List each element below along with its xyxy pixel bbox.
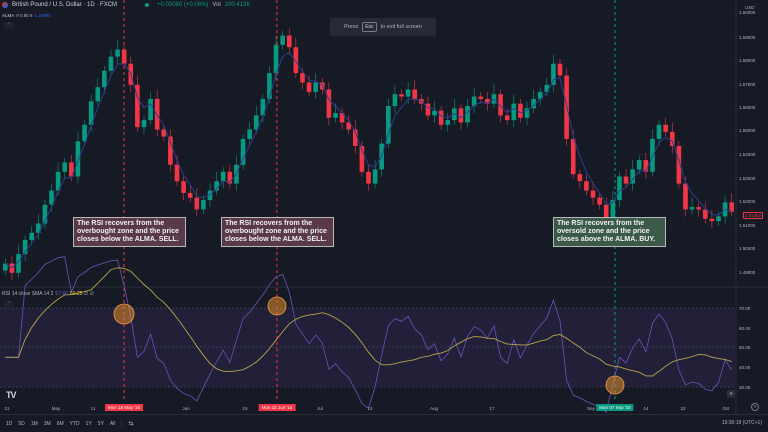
volume-value: 200.413K xyxy=(224,2,251,8)
tradingview-logo-icon[interactable]: TV xyxy=(6,390,16,400)
collapse-rsi-legend-button[interactable]: ⌃ xyxy=(4,301,14,308)
time-tick: May xyxy=(51,406,61,411)
timeframe-5d[interactable]: 5D xyxy=(18,420,25,427)
hint-rest: to exit full screen xyxy=(380,24,422,30)
candlesticks xyxy=(2,28,735,280)
time-tick: Jul xyxy=(317,406,323,411)
toolbar-divider xyxy=(121,419,123,428)
price-tick: 1.60000 xyxy=(739,10,756,15)
price-tick: 1.59000 xyxy=(739,35,756,40)
rsi-tick: 30.00 xyxy=(739,385,751,390)
timeframe-ytd[interactable]: YTD xyxy=(69,420,80,427)
time-tick: Jun xyxy=(182,406,190,411)
rsi-value: 57.66 xyxy=(55,291,68,297)
price-tick: 1.55000 xyxy=(739,128,756,133)
signal-date-tag: Mon 18 May '15 xyxy=(105,404,143,411)
time-tick: Sep xyxy=(586,406,596,411)
price-change: +0.00080 (+0.06%) xyxy=(157,2,209,8)
fullscreen-hint: Press Esc to exit full screen xyxy=(330,18,436,36)
symbol-title[interactable]: British Pound / U.S. Dollar · 1D · FXCM xyxy=(12,2,118,8)
collapse-legend-button[interactable]: ⌃ xyxy=(4,22,14,29)
market-status-icon xyxy=(145,3,150,7)
buy-annotation: The RSI recovers from the oversold zone … xyxy=(553,217,666,247)
rsi-label: RSI 14 close SMA 14 2 xyxy=(2,291,54,297)
price-tick: 1.52000 xyxy=(739,199,756,204)
time-tick: Aug xyxy=(429,406,439,411)
signal-markers xyxy=(113,296,625,395)
rsi-extra: ∅ ∅ xyxy=(83,291,94,297)
chart-settings-icon[interactable]: ⚙ xyxy=(751,403,759,411)
alma-line xyxy=(5,51,732,269)
price-tick: 1.57000 xyxy=(739,82,756,87)
sell-annotation: The RSI recovers from the overbought zon… xyxy=(73,217,186,247)
timeframe-6m[interactable]: 6M xyxy=(56,420,64,427)
rsi-band xyxy=(0,308,736,387)
rsi-line xyxy=(5,256,733,413)
price-tick: 1.49000 xyxy=(739,270,756,275)
time-tick: 22 xyxy=(680,406,686,411)
time-tick: 21 xyxy=(4,406,10,411)
last-price-tag: 1.51452 xyxy=(743,212,764,219)
alma-params: 9 0.85 6 xyxy=(16,13,33,18)
signal-date-tag: Mon 07 Sep '15 xyxy=(596,404,634,411)
go-to-date-icon[interactable]: ⇆ xyxy=(128,421,134,427)
bottom-toolbar: 1D 5D 1M 3M 6M YTD 1Y 5Y All ⇆ 15:30:18 … xyxy=(0,414,768,432)
time-tick: 17 xyxy=(489,406,495,411)
price-tick: 1.50000 xyxy=(739,246,756,251)
time-tick: 14 xyxy=(643,406,649,411)
timeframe-1m[interactable]: 1M xyxy=(30,420,38,427)
pane-settings-button[interactable]: ⚙ xyxy=(727,390,735,398)
rsi-sma-line xyxy=(5,267,732,377)
price-tick: 1.58000 xyxy=(739,58,756,63)
currency-flag-icon xyxy=(2,2,8,8)
price-tick: 1.53000 xyxy=(739,176,756,181)
alma-legend[interactable]: ALMA 9 0.85 6 1.26985 xyxy=(2,13,51,18)
time-tick: 11 xyxy=(90,406,96,411)
signal-date-tag: Mon 22 Jun '15 xyxy=(258,404,296,411)
symbol-header: British Pound / U.S. Dollar · 1D · FXCM … xyxy=(2,2,250,8)
alma-name: ALMA xyxy=(2,13,15,18)
alma-value: 1.26985 xyxy=(34,13,51,18)
rsi-tick: 40.00 xyxy=(739,365,751,370)
timeframe-3m[interactable]: 3M xyxy=(43,420,51,427)
rsi-legend[interactable]: RSI 14 close SMA 14 2 57.66 60.25 ∅ ∅ xyxy=(2,291,94,297)
rsi-tick: 60.00 xyxy=(739,326,751,331)
currency-selector[interactable]: USD xyxy=(745,5,755,10)
esc-key: Esc xyxy=(362,22,377,32)
timeframe-1d[interactable]: 1D xyxy=(6,420,13,427)
time-tick: 15 xyxy=(242,406,248,411)
rsi-sma-value: 60.25 xyxy=(69,291,83,297)
price-tick: 1.54000 xyxy=(739,152,756,157)
price-tick: 1.51000 xyxy=(739,223,756,228)
rsi-tick: 50.00 xyxy=(739,345,751,350)
timeframe-1y[interactable]: 1Y xyxy=(85,420,92,427)
clock[interactable]: 15:30:18 (UTC+1) xyxy=(721,420,762,426)
price-tick: 1.56000 xyxy=(739,105,756,110)
timeframe-all[interactable]: All xyxy=(109,420,116,427)
rsi-tick: 70.00 xyxy=(739,306,751,311)
timeframe-5y[interactable]: 5Y xyxy=(97,420,104,427)
hint-press: Press xyxy=(344,24,359,30)
time-tick: Oct xyxy=(722,406,730,411)
sell-annotation: The RSI recovers from the overbought zon… xyxy=(221,217,334,247)
time-tick: 13 xyxy=(367,406,373,411)
volume-label: Vol xyxy=(212,2,221,8)
